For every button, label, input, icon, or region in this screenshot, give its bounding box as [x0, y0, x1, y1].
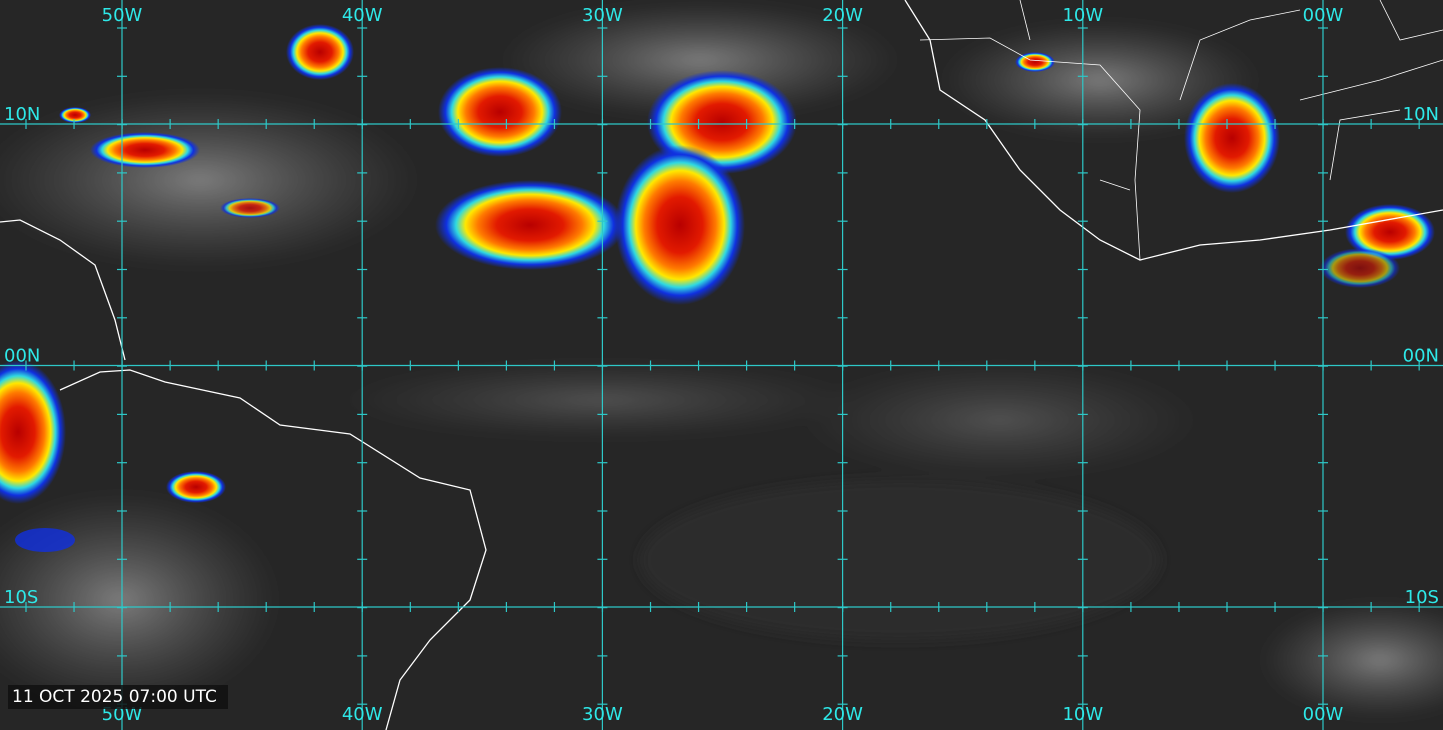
top-label: 50W — [102, 5, 143, 26]
top-label: 20W — [822, 5, 863, 26]
top-label: 10W — [1062, 5, 1103, 26]
left-label: 00N — [4, 346, 40, 367]
convection — [0, 24, 1435, 552]
top-label: 00W — [1303, 5, 1344, 26]
left-label: 10N — [4, 104, 40, 125]
right-label: 00N — [1403, 346, 1439, 367]
bottom-label: 20W — [822, 704, 863, 725]
bottom-label: 10W — [1062, 704, 1103, 725]
bottom-label: 00W — [1303, 704, 1344, 725]
bottom-label: 50W — [102, 704, 143, 725]
labels: 50W 40W 30W 20W 10W 00W 50W 40W 30W 20W 10W 00W 10N 0… — [4, 5, 1439, 725]
timestamp-box — [8, 685, 228, 709]
bottom-label: 30W — [582, 704, 623, 725]
bottom-label: 40W — [342, 704, 383, 725]
top-label: 40W — [342, 5, 383, 26]
top-label: 30W — [582, 5, 623, 26]
right-label: 10S — [1405, 587, 1439, 608]
right-label: 10N — [1403, 104, 1439, 125]
left-label: 10S — [4, 587, 38, 608]
timestamp: 11 OCT 2025 07:00 UTC — [12, 687, 217, 707]
